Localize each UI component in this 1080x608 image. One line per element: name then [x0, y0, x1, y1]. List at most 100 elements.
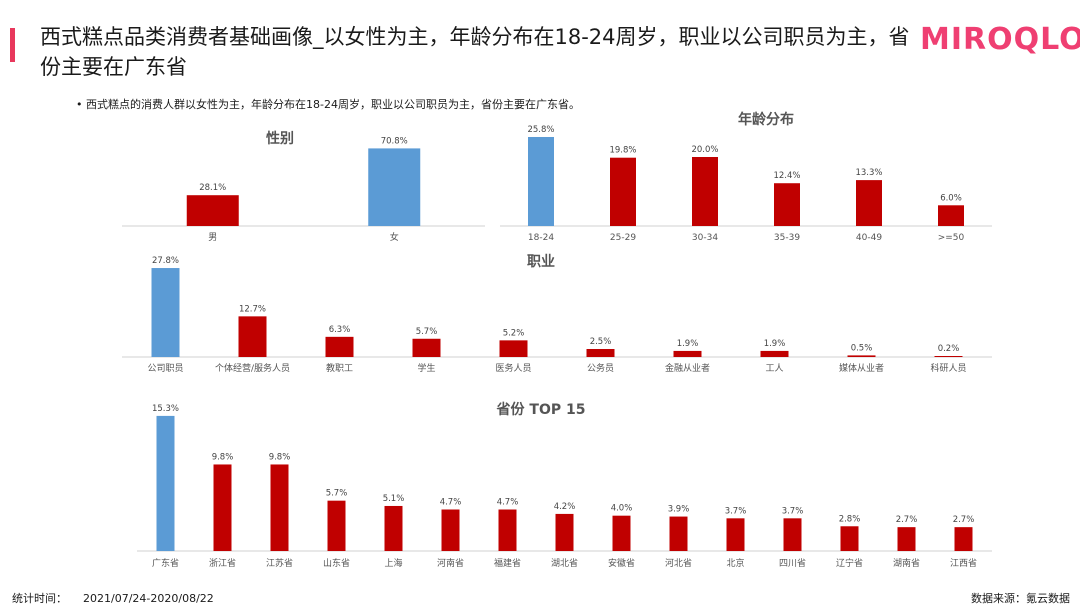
province-bar: [555, 513, 574, 551]
occupation-category-label: 学生: [417, 362, 435, 374]
occupation-bar: [934, 356, 963, 357]
occupation-category-label: 公务员: [587, 362, 614, 374]
gender-category-label: 男: [208, 232, 217, 243]
occupation-value-label: 12.7%: [239, 304, 266, 314]
age-bar: [692, 157, 718, 226]
age-bar: [938, 205, 964, 226]
occupation-bar: [847, 355, 876, 357]
occupation-category-label: 个体经营/服务人员: [215, 362, 290, 374]
occupation-chart-title: 职业: [527, 254, 555, 270]
province-bar: [498, 509, 517, 551]
province-value-label: 9.8%: [212, 452, 234, 462]
age-category-label: 30-34: [692, 233, 718, 243]
province-bar: [612, 515, 631, 551]
province-bar: [726, 518, 745, 551]
page-title: 西式糕点品类消费者基础画像_以女性为主，年龄分布在18-24周岁，职业以公司职员…: [40, 25, 910, 79]
occupation-value-label: 6.3%: [329, 325, 351, 335]
province-category-label: 北京: [726, 557, 744, 569]
occupation-category-label: 公司职员: [147, 363, 183, 374]
occupation-bar: [499, 340, 528, 357]
province-category-label: 福建省: [494, 557, 521, 569]
gender-value-label: 70.8%: [381, 136, 408, 146]
age-value-label: 25.8%: [527, 125, 554, 135]
occupation-value-label: 5.7%: [416, 327, 438, 337]
occupation-category-label: 工人: [765, 363, 783, 374]
province-value-label: 5.7%: [326, 489, 348, 499]
age-category-label: >=50: [938, 233, 965, 243]
province-bar: [156, 415, 175, 551]
summary-text: • 西式糕点的消费人群以女性为主，年龄分布在18-24周岁，职业以公司职员为主，…: [76, 98, 580, 111]
age-value-label: 20.0%: [691, 145, 718, 155]
province-chart-title: 省份 TOP 15: [496, 401, 586, 418]
province-bar: [840, 526, 859, 551]
province-category-label: 湖北省: [551, 557, 578, 569]
period-label: 统计时间：: [12, 592, 67, 605]
province-category-label: 湖南省: [893, 557, 920, 569]
province-value-label: 4.2%: [554, 502, 576, 512]
occupation-value-label: 0.2%: [938, 344, 960, 354]
province-value-label: 15.3%: [152, 404, 179, 414]
province-bar: [384, 505, 403, 551]
footer-source: 数据来源：氪云数据: [971, 592, 1070, 605]
province-bar: [441, 509, 460, 551]
province-value-label: 5.1%: [383, 494, 405, 504]
occupation-bar: [238, 316, 267, 357]
province-value-label: 2.8%: [839, 514, 861, 524]
province-value-label: 4.0%: [611, 504, 633, 514]
title-accent-bar: [10, 28, 15, 62]
occupation-category-label: 金融从业者: [665, 362, 710, 374]
province-category-label: 山东省: [323, 557, 350, 569]
province-bar: [954, 527, 973, 551]
occupation-category-label: 医务人员: [495, 362, 531, 374]
occupation-bar: [151, 268, 180, 357]
province-bar: [213, 464, 232, 551]
occupation-category-label: 媒体从业者: [839, 362, 884, 374]
occupation-value-label: 0.5%: [851, 343, 873, 353]
province-value-label: 3.7%: [725, 506, 747, 516]
province-category-label: 河南省: [437, 557, 464, 569]
occupation-value-label: 5.2%: [503, 328, 525, 338]
province-category-label: 四川省: [779, 557, 806, 569]
gender-chart-title: 性别: [266, 130, 294, 147]
age-value-label: 19.8%: [609, 146, 636, 156]
age-bar: [774, 183, 800, 226]
province-value-label: 4.7%: [497, 497, 519, 507]
age-category-label: 35-39: [774, 233, 800, 243]
province-bar: [270, 464, 289, 551]
occupation-bar: [760, 350, 789, 357]
province-value-label: 3.9%: [668, 505, 690, 515]
age-value-label: 13.3%: [855, 168, 882, 178]
province-value-label: 2.7%: [953, 515, 975, 525]
gender-bar: [186, 195, 239, 226]
occupation-category-label: 教职工: [326, 362, 353, 374]
gender-bar: [368, 148, 421, 226]
province-bar: [783, 518, 802, 551]
province-category-label: 江苏省: [266, 557, 293, 569]
age-bar: [528, 136, 554, 226]
province-bar: [897, 527, 916, 551]
occupation-value-label: 1.9%: [677, 339, 699, 349]
province-category-label: 浙江省: [209, 557, 236, 569]
province-value-label: 2.7%: [896, 515, 918, 525]
age-value-label: 12.4%: [773, 171, 800, 181]
province-bar: [327, 500, 346, 551]
province-category-label: 安徽省: [608, 557, 635, 569]
age-value-label: 6.0%: [940, 193, 962, 203]
province-category-label: 上海: [384, 557, 402, 569]
brand-logo: MIROQLO: [920, 22, 1080, 57]
province-value-label: 3.7%: [782, 506, 804, 516]
occupation-bar: [412, 338, 441, 357]
age-category-label: 25-29: [610, 233, 636, 243]
occupation-category-label: 科研人员: [930, 362, 966, 374]
age-bar: [856, 180, 882, 226]
province-category-label: 江西省: [950, 557, 977, 569]
province-value-label: 4.7%: [440, 497, 462, 507]
occupation-value-label: 1.9%: [764, 339, 786, 349]
footer-period: 统计时间： 2021/07/24-2020/08/22: [12, 590, 214, 606]
province-category-label: 河北省: [665, 557, 692, 569]
gender-category-label: 女: [390, 231, 399, 243]
occupation-bar: [325, 336, 354, 357]
age-chart-title: 年龄分布: [738, 111, 794, 128]
gender-value-label: 28.1%: [199, 183, 226, 193]
